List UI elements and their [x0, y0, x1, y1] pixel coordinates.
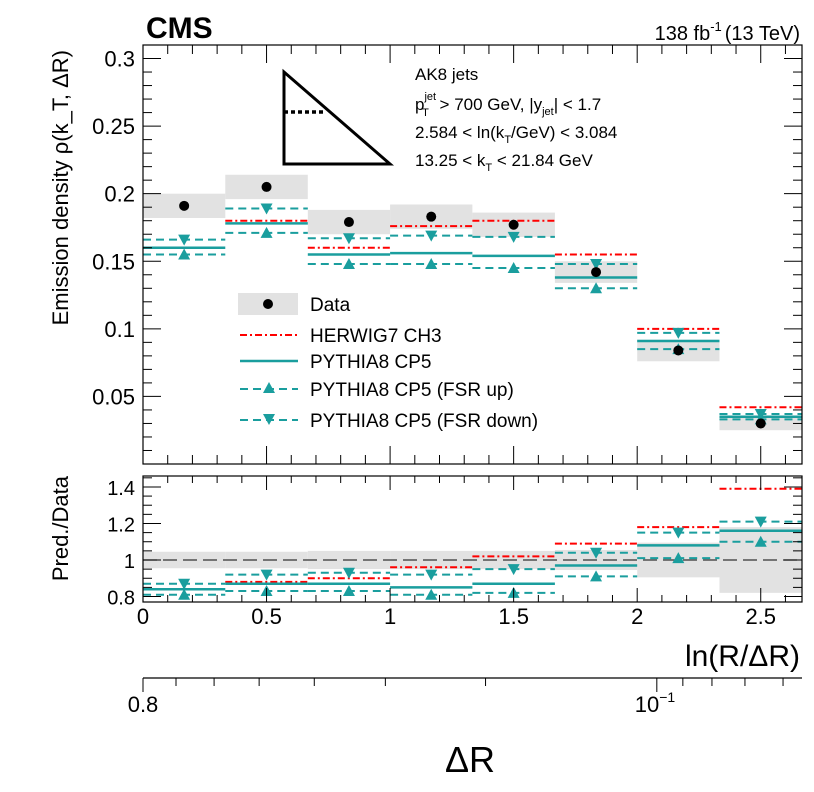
- legend-label-fsrup: PYTHIA8 CP5 (FSR up): [310, 380, 514, 401]
- data-point-2: [343, 217, 354, 228]
- x-axis-title: ln(R/ΔR): [685, 640, 800, 673]
- main-fsrdown-marker-0: [178, 234, 191, 246]
- legend-data-marker: [263, 299, 273, 309]
- lund-triangle: [282, 68, 395, 166]
- main-ytick-label-1: 0.1: [104, 317, 135, 342]
- data-point-5: [591, 267, 602, 278]
- ratio-y-axis-title: Pred./Data: [48, 475, 73, 581]
- xtick-label-3: 1.5: [498, 604, 529, 629]
- main-fsrup-marker-2: [342, 257, 355, 269]
- ratio-plot-area: [143, 487, 802, 600]
- annotation-block: AK8 jets pjet T > 700 GeV, |yjet| < 1.7 2…: [415, 65, 617, 174]
- xtick-label-2: 1: [384, 604, 396, 629]
- annotation-line-4: 13.25 < kT < 21.84 GeV: [415, 151, 593, 174]
- main-y-axis-title: Emission density ρ(k_T, ΔR): [48, 50, 73, 325]
- main-fsrup-marker-3: [425, 257, 438, 269]
- legend: Data HERWIG7 CH3 PYTHIA8 CP5 PYTHIA8 CP5…: [238, 293, 538, 432]
- legend-label-herwig: HERWIG7 CH3: [310, 326, 442, 347]
- secondary-tick-label-left: 0.8: [128, 692, 159, 717]
- secondary-axis-ticks: [142, 678, 784, 692]
- experiment-label: CMS: [146, 12, 213, 45]
- main-fsrup-marker-5: [590, 282, 603, 294]
- data-point-6: [673, 345, 684, 356]
- main-fsrdown-marker-3: [425, 230, 438, 242]
- main-ytick-label-4: 0.25: [92, 114, 135, 139]
- ratio-fsrdown-marker-0: [178, 578, 191, 590]
- data-point-0: [179, 200, 190, 211]
- legend-label-fsrdown: PYTHIA8 CP5 (FSR down): [310, 411, 538, 432]
- ratio-fsrdown-marker-7: [754, 516, 767, 528]
- legend-entry-pythia: PYTHIA8 CP5: [240, 352, 431, 373]
- ratio-ytick-label-3: 1.4: [107, 478, 135, 500]
- ratio-fsrup-marker-7: [754, 535, 767, 547]
- main-fsrdown-marker-1: [260, 203, 273, 215]
- legend-entry-data: Data: [238, 293, 351, 316]
- data-point-1: [261, 181, 272, 192]
- ratio-ytick-label-0: 0.8: [107, 588, 135, 610]
- ratio-frame: [142, 475, 803, 603]
- ratio-fsrup-marker-0: [178, 588, 191, 600]
- ratio-ytick-label-2: 1.2: [107, 514, 135, 536]
- xtick-label-0: 0: [137, 604, 149, 629]
- main-fsrup-marker-4: [507, 262, 520, 274]
- lumi-label: 138 fb-1 (13 TeV): [655, 19, 800, 45]
- annotation-line-3: 2.584 < ln(kT/GeV) < 3.084: [415, 123, 617, 146]
- ratio-fsrdown-marker-6: [672, 527, 685, 539]
- legend-fsrdown-marker: [263, 414, 275, 425]
- lund-plane-inset: [282, 68, 395, 166]
- ratio-fsrdown-marker-1: [260, 569, 273, 581]
- ratio-fsrup-marker-2: [342, 585, 355, 597]
- legend-entry-herwig: HERWIG7 CH3: [240, 326, 442, 347]
- data-point-7: [755, 418, 766, 429]
- main-ytick-label-2: 0.15: [92, 249, 135, 274]
- ratio-fsrdown-marker-4: [507, 564, 520, 576]
- annotation-line-2: pjet T > 700 GeV, |yjet| < 1.7: [415, 91, 601, 119]
- legend-entry-fsrup: PYTHIA8 CP5 (FSR up): [240, 380, 514, 401]
- secondary-axis-title: ΔR: [445, 739, 495, 780]
- ratio-panel: 0.8 1 1.2 1.4 0 0.5 1 1.5 2 2.5: [107, 475, 803, 629]
- secondary-tick-label-mid: 10−1: [635, 689, 676, 717]
- main-ytick-label-0: 0.05: [92, 384, 135, 409]
- ratio-fsrdown-marker-3: [425, 569, 438, 581]
- ratio-fsrup-marker-6: [672, 552, 685, 564]
- ratio-fsrdown-marker-5: [590, 547, 603, 559]
- main-fsrdown-marker-2: [342, 233, 355, 245]
- annotation-line-1: AK8 jets: [415, 65, 478, 84]
- main-frame: [142, 44, 803, 465]
- ratio-fsrdown-marker-2: [342, 567, 355, 579]
- legend-label-data: Data: [310, 295, 351, 316]
- main-fsrdown-marker-6: [672, 327, 685, 339]
- xtick-label-4: 2: [631, 604, 643, 629]
- energy-value: (13 TeV): [725, 23, 800, 45]
- main-plot-area: [143, 174, 802, 431]
- xtick-label-5: 2.5: [745, 604, 776, 629]
- main-fsrup-marker-0: [178, 248, 191, 260]
- ratio-ytick-label-1: 1: [124, 551, 135, 573]
- main-fsrdown-marker-7: [754, 408, 767, 420]
- legend-label-pythia: PYTHIA8 CP5: [310, 352, 431, 373]
- main-ytick-label-5: 0.3: [104, 47, 135, 72]
- lumi-value: 138 fb: [655, 23, 711, 45]
- xtick-label-1: 0.5: [251, 604, 282, 629]
- main-fsrup-marker-1: [260, 226, 273, 238]
- lumi-exponent: -1: [710, 19, 722, 34]
- main-ytick-label-3: 0.2: [104, 182, 135, 207]
- ratio-fsrup-marker-5: [590, 570, 603, 582]
- data-point-3: [426, 211, 437, 222]
- legend-entry-fsrdown: PYTHIA8 CP5 (FSR down): [240, 411, 538, 432]
- main-fsrdown-marker-4: [507, 231, 520, 243]
- main-fsrdown-marker-5: [590, 258, 603, 270]
- data-point-4: [508, 219, 519, 230]
- legend-fsrup-marker: [263, 382, 275, 393]
- secondary-axis: 0.8 10−1 ΔR: [128, 677, 802, 780]
- ratio-fsrup-marker-3: [425, 588, 438, 600]
- main-panel: 0.05 0.1 0.15 0.2 0.25 0.3: [92, 44, 803, 465]
